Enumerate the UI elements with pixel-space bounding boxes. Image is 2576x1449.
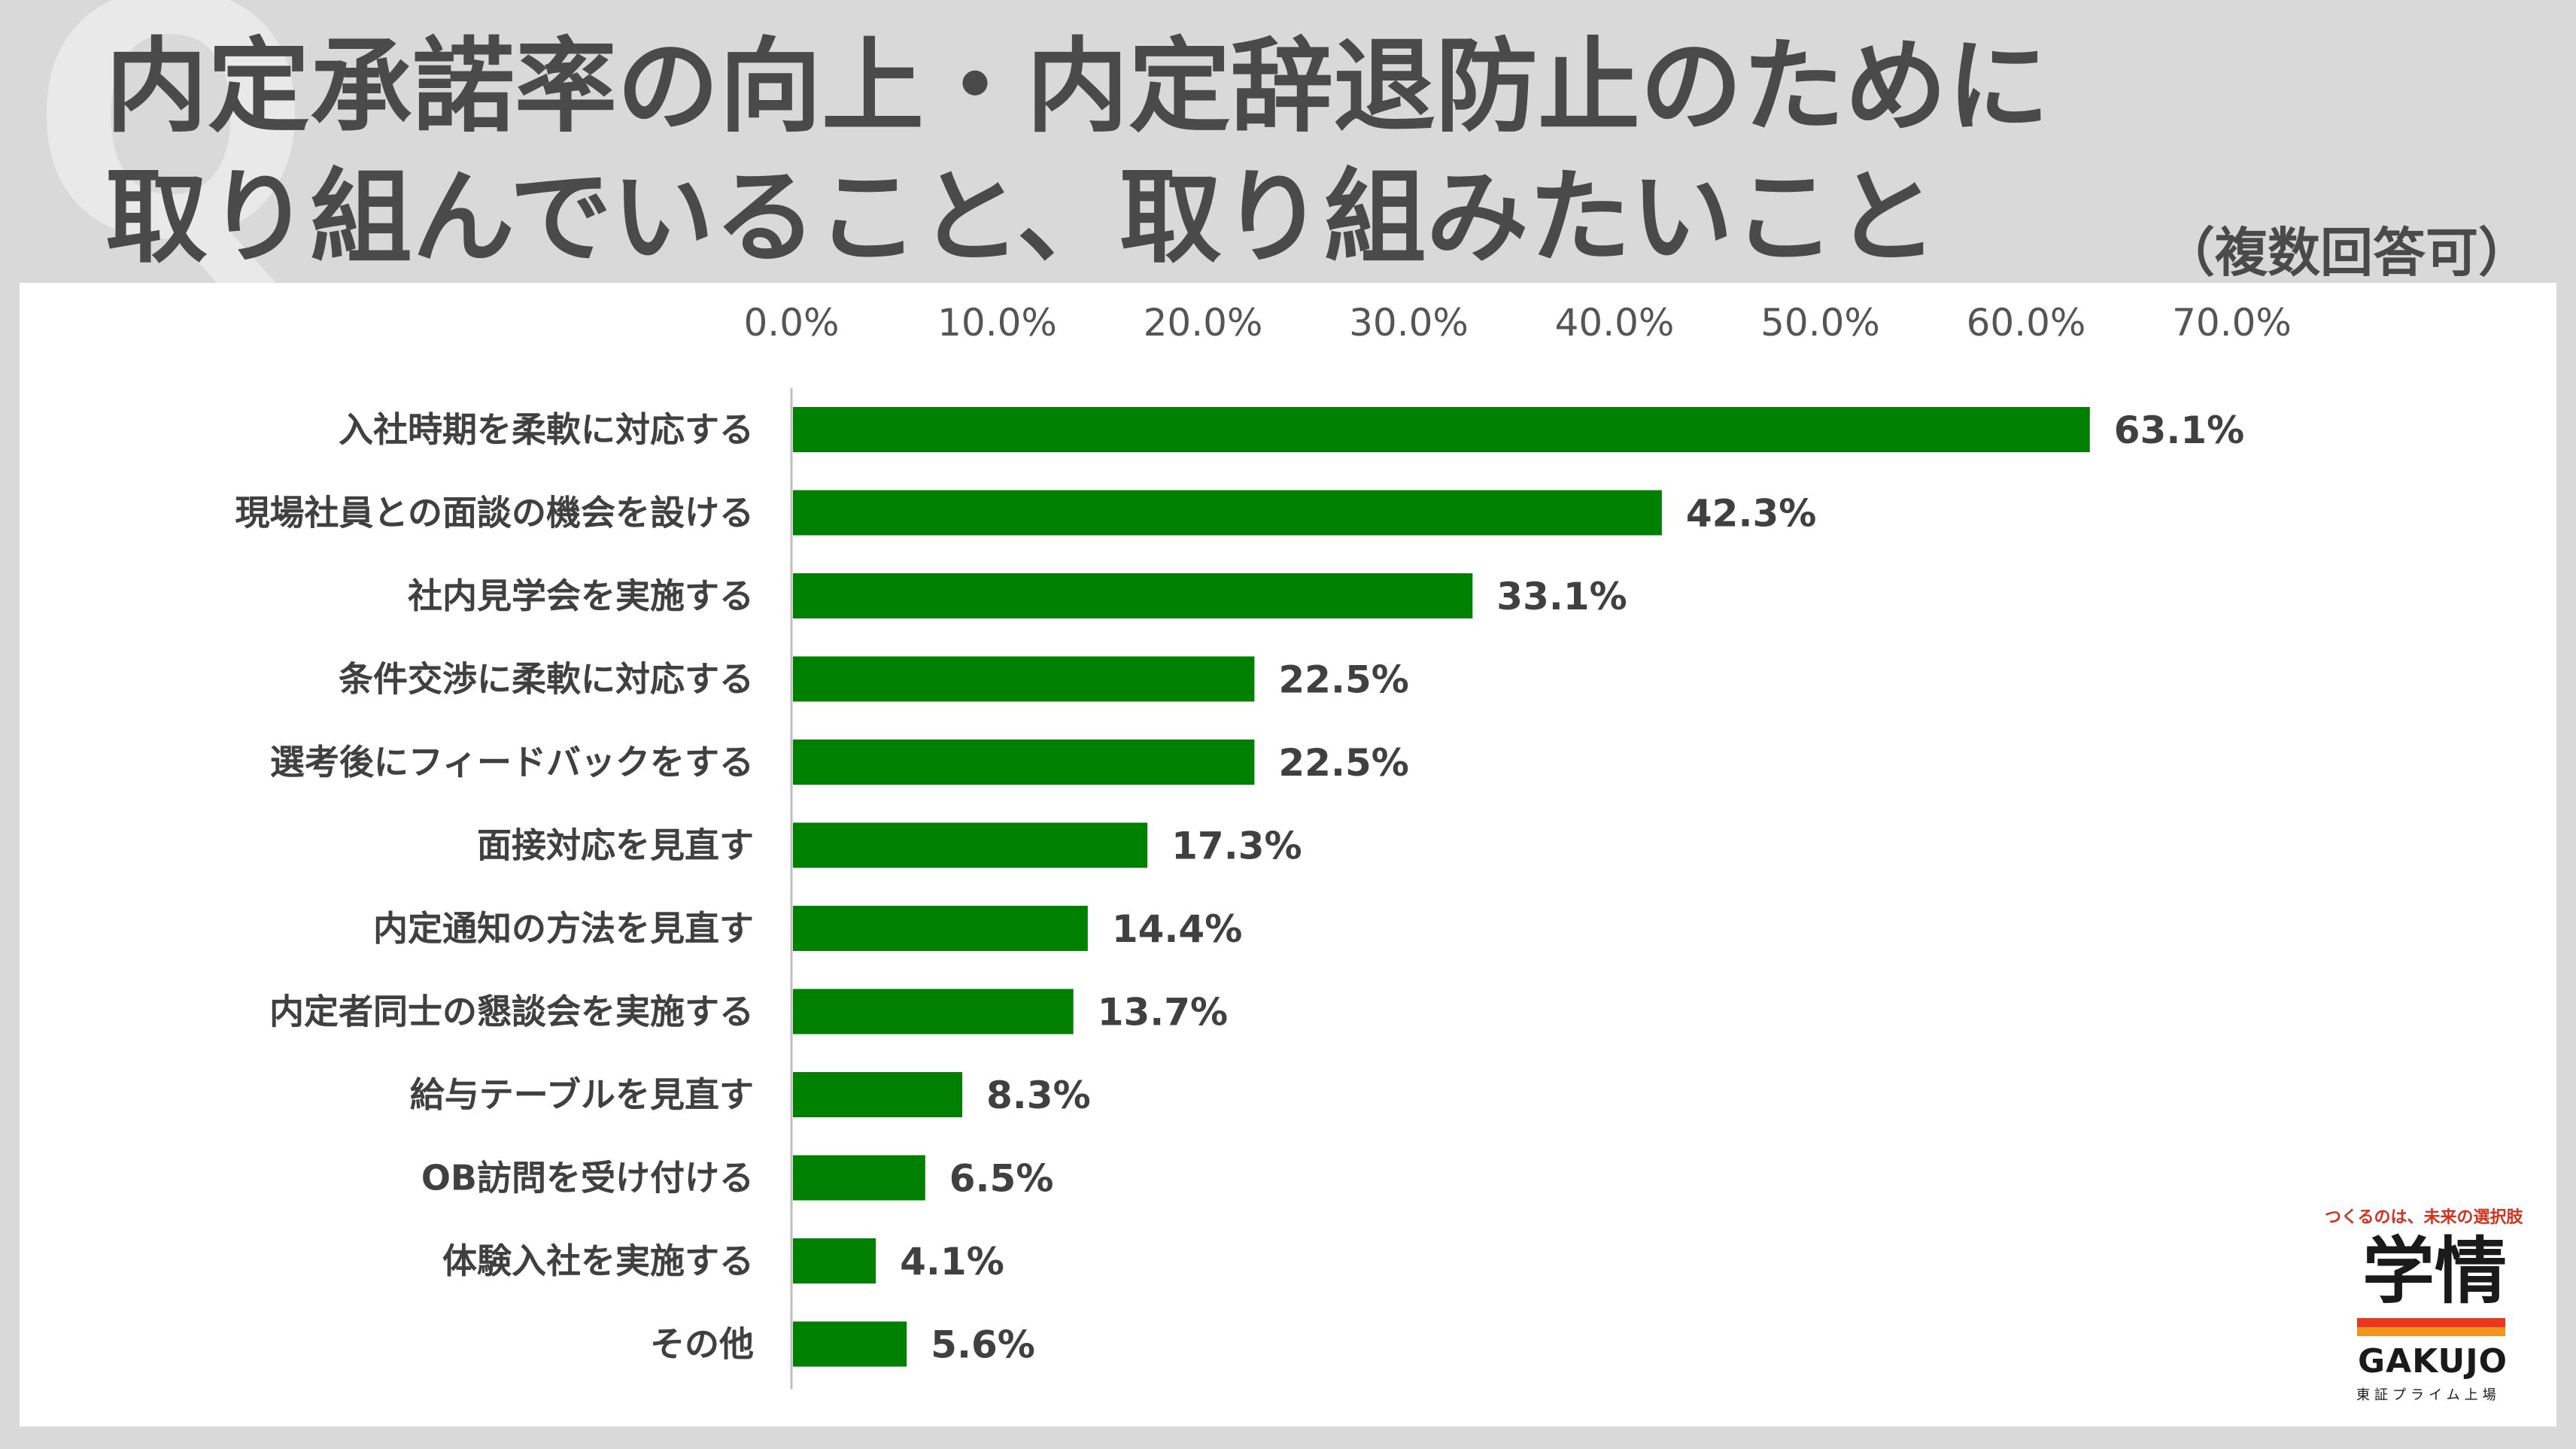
bar <box>793 1321 907 1367</box>
bar <box>793 906 1088 951</box>
bar <box>793 822 1148 868</box>
logo-red-stripe <box>2357 1318 2505 1327</box>
x-tick-label: 40.0% <box>1555 301 1675 345</box>
category-label: OB訪問を受け付ける <box>421 1158 754 1198</box>
x-tick-label: 10.0% <box>937 301 1057 345</box>
value-label: 5.6% <box>931 1323 1035 1367</box>
logo-tagline: つくるのは、未来の選択肢 <box>2325 1208 2523 1227</box>
value-label: 22.5% <box>1278 658 1408 702</box>
category-label: 社内見学会を実施する <box>408 576 754 616</box>
bar <box>793 656 1255 702</box>
value-label: 13.7% <box>1098 991 1228 1034</box>
category-label: 内定者同士の懇談会を実施する <box>269 992 754 1032</box>
value-label: 6.5% <box>949 1157 1054 1201</box>
logo-orange-stripe <box>2357 1327 2505 1336</box>
x-tick-label: 70.0% <box>2172 301 2292 345</box>
category-label: 現場社員との面談の機会を設ける <box>235 493 754 533</box>
bar <box>793 740 1255 785</box>
value-label: 33.1% <box>1496 575 1627 618</box>
category-label: 選考後にフィードバックをする <box>270 742 754 782</box>
value-label: 17.3% <box>1171 825 1302 868</box>
title-line-2: 取り組んでいること、取り組みたいこと <box>105 159 1938 278</box>
category-label: 体験入社を実施する <box>442 1241 754 1281</box>
logo-name: 学情 <box>2362 1229 2507 1314</box>
multiple-answer-note: （複数回答可） <box>2162 222 2531 284</box>
x-tick-label: 0.0% <box>743 301 839 345</box>
category-label: 条件交渉に柔軟に対応する <box>339 659 754 700</box>
value-labels: 63.1% 42.3% 33.1% 22.5% 22.5% 17.3% 14.4% 13.7%… <box>900 409 2244 1367</box>
value-label: 4.1% <box>900 1240 1004 1283</box>
x-tick-label: 60.0% <box>1967 301 2086 345</box>
bar-chart: 0.0% 10.0% 20.0% 30.0% 40.0% 50.0% 60.0% 70.0% … <box>235 301 2292 1390</box>
category-label: その他 <box>650 1324 754 1365</box>
logo-listing: 東証プライム上場 <box>2356 1387 2501 1403</box>
x-tick-label: 30.0% <box>1349 301 1469 345</box>
value-label: 14.4% <box>1112 907 1242 951</box>
category-labels: 入社時期を柔軟に対応する現場社員との面談の機会を設ける社内見学会を実施する条件交… <box>235 409 754 1365</box>
category-label: 内定通知の方法を見直す <box>373 908 754 949</box>
bar <box>793 989 1074 1034</box>
bar <box>793 407 2090 452</box>
x-tick-label: 20.0% <box>1144 301 1263 345</box>
bars-group <box>793 407 2090 1367</box>
bar <box>793 1155 925 1201</box>
value-label: 63.1% <box>2114 409 2244 452</box>
category-label: 入社時期を柔軟に対応する <box>339 409 754 450</box>
bar <box>793 573 1473 618</box>
category-label: 給与テーブルを見直す <box>410 1074 754 1115</box>
chart-panel: 0.0% 10.0% 20.0% 30.0% 40.0% 50.0% 60.0% 70.0% … <box>20 283 2556 1426</box>
bar <box>793 1072 963 1117</box>
gakujo-logo: つくるのは、未来の選択肢 学情 GAKUJO 東証プライム上場 <box>2317 1204 2543 1414</box>
value-label: 22.5% <box>1278 741 1408 785</box>
title-line-1: 内定承諾率の向上・内定辞退防止のために <box>105 28 2049 147</box>
value-label: 8.3% <box>986 1074 1091 1117</box>
bar <box>793 1238 876 1283</box>
x-tick-label: 50.0% <box>1760 301 1880 345</box>
background-q-mark: Q <box>30 0 312 313</box>
logo-name-en: GAKUJO <box>2358 1342 2508 1381</box>
x-axis-ticks: 0.0% 10.0% 20.0% 30.0% 40.0% 50.0% 60.0% 70.0% <box>743 301 2291 345</box>
bar <box>793 490 1662 536</box>
value-label: 42.3% <box>1686 492 1816 536</box>
category-label: 面接対応を見直す <box>477 825 754 866</box>
